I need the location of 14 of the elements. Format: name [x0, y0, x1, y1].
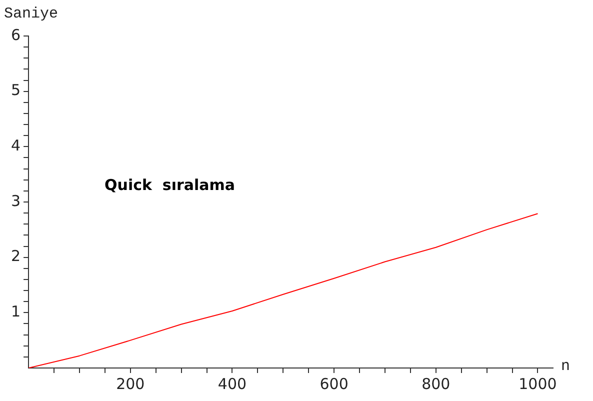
x-tick-label: 800 — [422, 374, 450, 393]
x-tick-label: 600 — [320, 374, 348, 393]
y-axis-title: Saniye — [4, 5, 58, 22]
y-tick-label: 4 — [10, 136, 21, 155]
y-tick-label: 2 — [10, 247, 21, 266]
x-axis-title: n — [561, 358, 570, 375]
x-tick-label: 1000 — [518, 374, 557, 393]
x-tick-label: 200 — [116, 374, 145, 393]
y-tick-label: 6 — [10, 26, 21, 44]
x-tick-label: 400 — [218, 374, 247, 393]
y-tick-label: 5 — [10, 81, 21, 100]
y-tick-label: 3 — [10, 192, 21, 210]
annotation: Quick sıralama — [104, 176, 236, 194]
y-tick-label: 1 — [10, 302, 21, 321]
